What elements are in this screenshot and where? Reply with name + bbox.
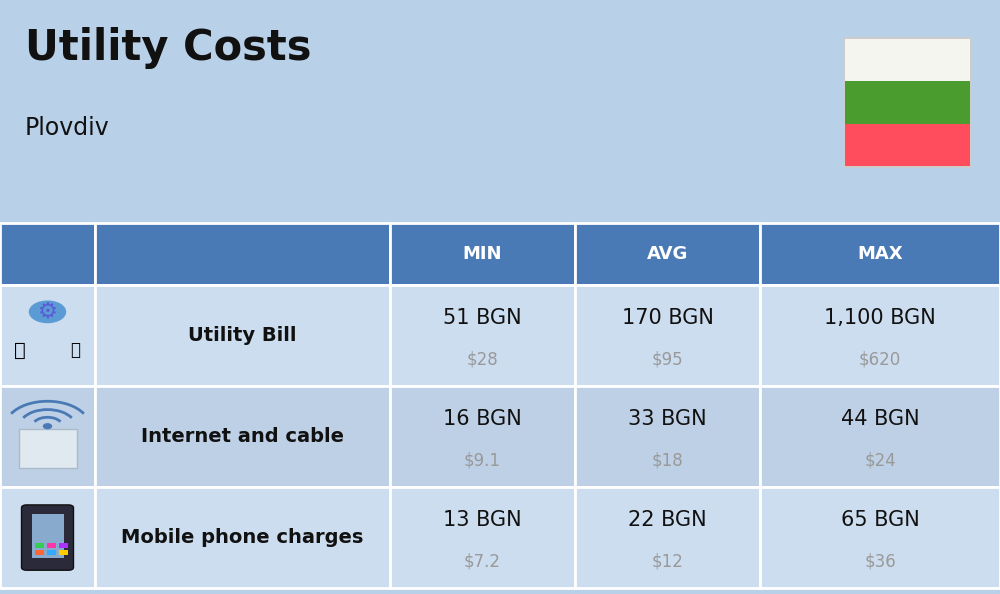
Bar <box>95 487 390 588</box>
Text: $9.1: $9.1 <box>464 451 501 469</box>
Text: Mobile phone charges: Mobile phone charges <box>121 528 364 547</box>
Bar <box>575 285 760 386</box>
Text: MIN: MIN <box>463 245 502 263</box>
Text: $7.2: $7.2 <box>464 552 501 570</box>
Bar <box>0 223 95 285</box>
Text: $36: $36 <box>864 552 896 570</box>
Bar <box>95 386 390 487</box>
Bar <box>843 37 972 168</box>
Bar <box>760 386 1000 487</box>
Bar <box>34 543 44 548</box>
Text: 65 BGN: 65 BGN <box>841 510 919 530</box>
Text: $24: $24 <box>864 451 896 469</box>
Bar <box>575 386 760 487</box>
Bar <box>845 81 970 124</box>
Bar <box>760 487 1000 588</box>
Bar <box>845 39 970 81</box>
Text: 51 BGN: 51 BGN <box>443 308 522 328</box>
Text: 13 BGN: 13 BGN <box>443 510 522 530</box>
Text: Utility Costs: Utility Costs <box>25 27 312 69</box>
Text: Utility Bill: Utility Bill <box>188 326 297 345</box>
Text: Plovdiv: Plovdiv <box>25 116 110 140</box>
Bar <box>58 550 68 555</box>
Bar <box>46 550 56 555</box>
Text: Internet and cable: Internet and cable <box>141 427 344 446</box>
Text: 170 BGN: 170 BGN <box>622 308 713 328</box>
Bar <box>390 487 575 588</box>
Text: 44 BGN: 44 BGN <box>841 409 919 429</box>
Text: $12: $12 <box>652 552 683 570</box>
Bar <box>575 487 760 588</box>
Bar <box>760 285 1000 386</box>
Text: $620: $620 <box>859 350 901 368</box>
Text: $18: $18 <box>652 451 683 469</box>
Bar <box>0 487 95 588</box>
Bar <box>95 223 390 285</box>
FancyBboxPatch shape <box>22 505 74 570</box>
Text: $95: $95 <box>652 350 683 368</box>
Bar <box>760 223 1000 285</box>
Text: 🔌: 🔌 <box>14 341 25 360</box>
Bar <box>390 386 575 487</box>
Bar <box>845 124 970 166</box>
Bar <box>0 285 95 386</box>
Bar <box>34 550 44 555</box>
Text: 📷: 📷 <box>70 342 80 359</box>
Text: $28: $28 <box>467 350 498 368</box>
Text: AVG: AVG <box>647 245 688 263</box>
Bar <box>0 386 95 487</box>
Bar <box>95 285 390 386</box>
Bar <box>390 223 575 285</box>
Bar <box>58 543 68 548</box>
Text: 22 BGN: 22 BGN <box>628 510 707 530</box>
Circle shape <box>44 424 52 429</box>
Bar <box>18 429 76 468</box>
Text: 33 BGN: 33 BGN <box>628 409 707 429</box>
Text: MAX: MAX <box>857 245 903 263</box>
Bar <box>32 514 64 558</box>
Bar <box>575 223 760 285</box>
Circle shape <box>30 301 66 323</box>
Bar <box>390 285 575 386</box>
Text: 1,100 BGN: 1,100 BGN <box>824 308 936 328</box>
Bar <box>46 543 56 548</box>
Text: 16 BGN: 16 BGN <box>443 409 522 429</box>
Text: ⚙: ⚙ <box>38 302 58 322</box>
